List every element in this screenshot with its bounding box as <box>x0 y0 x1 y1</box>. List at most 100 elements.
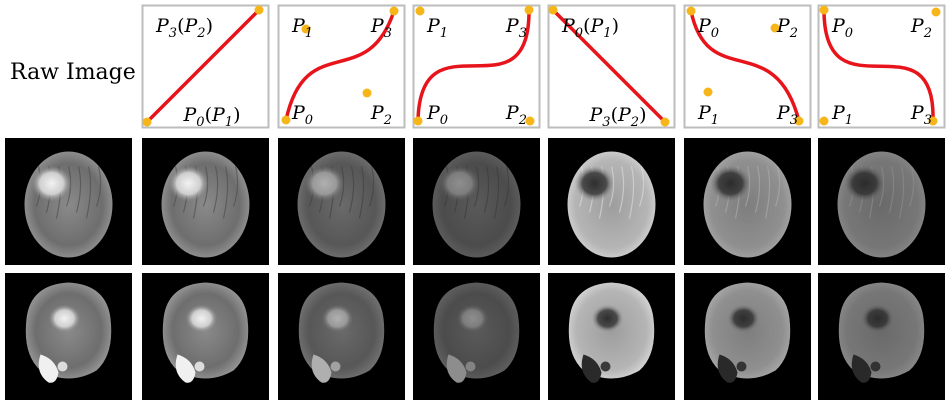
lesion-region <box>321 304 354 333</box>
control-point-label: P1​ <box>291 15 313 41</box>
control-point-p1 <box>301 24 311 34</box>
panel-border <box>277 4 406 129</box>
bezier-curve <box>551 8 667 124</box>
control-point-label: P0​(P1​) <box>561 15 619 41</box>
control-point-p0 <box>819 5 829 15</box>
curve-panel-5: P0​ P2​ P1​ P3​ <box>683 4 812 129</box>
brain-slice <box>25 282 112 383</box>
ventricle-region <box>446 354 467 383</box>
ventricle-region <box>736 361 747 372</box>
brain-slice <box>837 151 926 258</box>
brain-slice <box>433 282 520 383</box>
sulcus-line <box>368 166 375 207</box>
sulcus-line <box>638 166 645 207</box>
sulcus-line <box>774 166 781 207</box>
mri-image-r2-c6 <box>684 273 811 400</box>
ventricle-region <box>717 354 738 383</box>
lesion-region <box>727 304 760 333</box>
ventricle-region <box>194 361 205 372</box>
ventricle-region <box>57 361 68 372</box>
control-point-p1 <box>703 87 713 97</box>
lesion-region <box>48 304 81 333</box>
control-point-p0 <box>548 5 558 15</box>
control-point-label: P3​ <box>910 102 932 128</box>
curve-panels: P3​(P2​) P0​(P1​) P1​ P3​ P0​ P2​ P1​ P3​ P0​ P2​… <box>141 4 946 130</box>
control-point-label: P0​ <box>426 102 448 128</box>
control-point-label: P2​ <box>370 102 392 128</box>
curve-panel-1: P3​(P2​) P0​(P1​) <box>141 4 270 130</box>
sulcus-line <box>493 166 500 219</box>
lesion-region <box>861 304 894 333</box>
control-point-p0 <box>142 117 152 127</box>
sulcus-line <box>75 166 82 213</box>
ventricle-region <box>465 361 476 372</box>
sulcus-line <box>908 166 915 207</box>
brain-slice <box>161 151 250 258</box>
lesion-region <box>168 165 209 202</box>
sulcus-line <box>503 166 510 207</box>
control-point-p3 <box>389 6 399 16</box>
brain-slice <box>298 282 385 383</box>
control-point-p2 <box>770 23 780 33</box>
control-point-p2 <box>254 5 264 15</box>
panel-border <box>683 4 812 129</box>
sulcus-line <box>888 166 895 213</box>
mri-image-r2-c4 <box>413 273 540 400</box>
ventricle-region <box>581 354 602 383</box>
sulcus-line <box>358 166 365 219</box>
control-point-label: P2​ <box>776 15 798 41</box>
control-point-label: P0​ <box>831 15 853 41</box>
sulcus-line <box>618 166 625 213</box>
ventricle-region <box>311 354 332 383</box>
mri-image-r1-c6 <box>684 138 811 265</box>
control-point-label: P3​(P2​) <box>589 104 647 130</box>
brain-slice <box>703 151 792 258</box>
brain-slice <box>704 282 791 383</box>
ventricle-region <box>330 361 341 372</box>
mri-image-r1-c5 <box>548 138 675 265</box>
bezier-curve <box>689 9 801 123</box>
control-point-label: P0​(P1​) <box>183 104 241 130</box>
sulcus-line <box>764 166 771 219</box>
brain-slice <box>567 151 656 258</box>
lesion-region <box>185 304 218 333</box>
mri-image-r1-c1 <box>5 138 132 265</box>
bezier-curve <box>284 9 396 122</box>
curve-panel-3: P1​ P3​ P0​ P2​ <box>412 4 541 129</box>
control-point-p0 <box>686 6 696 16</box>
control-point-label: P3​ <box>505 15 527 41</box>
control-point-p2 <box>525 116 535 126</box>
bezier-curve <box>822 8 935 123</box>
control-point-p0 <box>413 116 423 126</box>
lesion-region <box>844 165 885 202</box>
curve-panel-6: P0​ P2​ P1​ P3​ <box>817 4 946 129</box>
lesion-region <box>31 165 72 202</box>
curve-panel-4: P0​(P1​) P3​(P2​) <box>547 4 676 130</box>
control-point-p2 <box>931 7 941 17</box>
bezier-curve <box>416 8 531 123</box>
mri-image-r2-c1 <box>5 273 132 400</box>
sulcus-line <box>212 166 219 213</box>
mri-image-r1-c3 <box>278 138 405 265</box>
mri-image-r1-c4 <box>413 138 540 265</box>
ventricle-region <box>38 354 59 383</box>
control-point-p3 <box>524 5 534 15</box>
lesion-region <box>456 304 489 333</box>
control-point-label: P1​ <box>697 102 719 128</box>
bezier-curve <box>145 8 261 124</box>
control-point-label: P3​(P2​) <box>155 15 213 41</box>
ventricle-region <box>851 354 872 383</box>
mri-image-r2-c2 <box>142 273 269 400</box>
mri-image-r2-c5 <box>548 273 675 400</box>
control-point-p1 <box>415 6 425 16</box>
control-point-p0 <box>281 115 291 125</box>
brain-slice <box>297 151 386 258</box>
mri-image-r2-c3 <box>278 273 405 400</box>
control-point-label: P3​ <box>370 15 392 41</box>
lesion-region <box>710 165 751 202</box>
ventricle-region <box>600 361 611 372</box>
control-point-p1 <box>819 116 829 126</box>
sulcus-line <box>628 166 635 219</box>
row-label-raw-image: Raw Image <box>10 60 136 85</box>
